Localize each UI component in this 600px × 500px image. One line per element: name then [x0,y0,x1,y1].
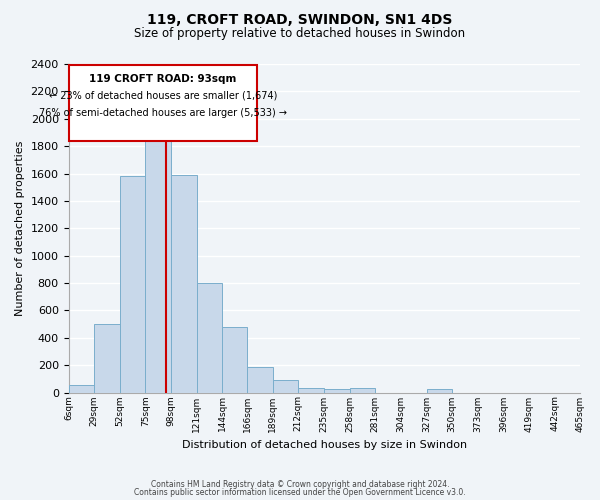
Text: Contains public sector information licensed under the Open Government Licence v3: Contains public sector information licen… [134,488,466,497]
Y-axis label: Number of detached properties: Number of detached properties [15,140,25,316]
Bar [171,175,197,392]
Bar [324,389,350,392]
Text: Size of property relative to detached houses in Swindon: Size of property relative to detached ho… [134,28,466,40]
Bar [247,366,272,392]
Bar [427,389,452,392]
Bar [350,388,375,392]
Bar [298,388,324,392]
Bar [68,385,94,392]
Text: ← 23% of detached houses are smaller (1,674): ← 23% of detached houses are smaller (1,… [49,90,277,100]
Bar [272,380,298,392]
Text: 119, CROFT ROAD, SWINDON, SN1 4DS: 119, CROFT ROAD, SWINDON, SN1 4DS [148,12,452,26]
Bar [197,283,223,393]
Text: 119 CROFT ROAD: 93sqm: 119 CROFT ROAD: 93sqm [89,74,236,84]
FancyBboxPatch shape [68,66,257,140]
Text: Contains HM Land Registry data © Crown copyright and database right 2024.: Contains HM Land Registry data © Crown c… [151,480,449,489]
Bar [120,176,145,392]
Bar [145,126,171,392]
Text: 76% of semi-detached houses are larger (5,533) →: 76% of semi-detached houses are larger (… [39,108,287,118]
Bar [94,324,120,392]
X-axis label: Distribution of detached houses by size in Swindon: Distribution of detached houses by size … [182,440,467,450]
Bar [223,327,247,392]
